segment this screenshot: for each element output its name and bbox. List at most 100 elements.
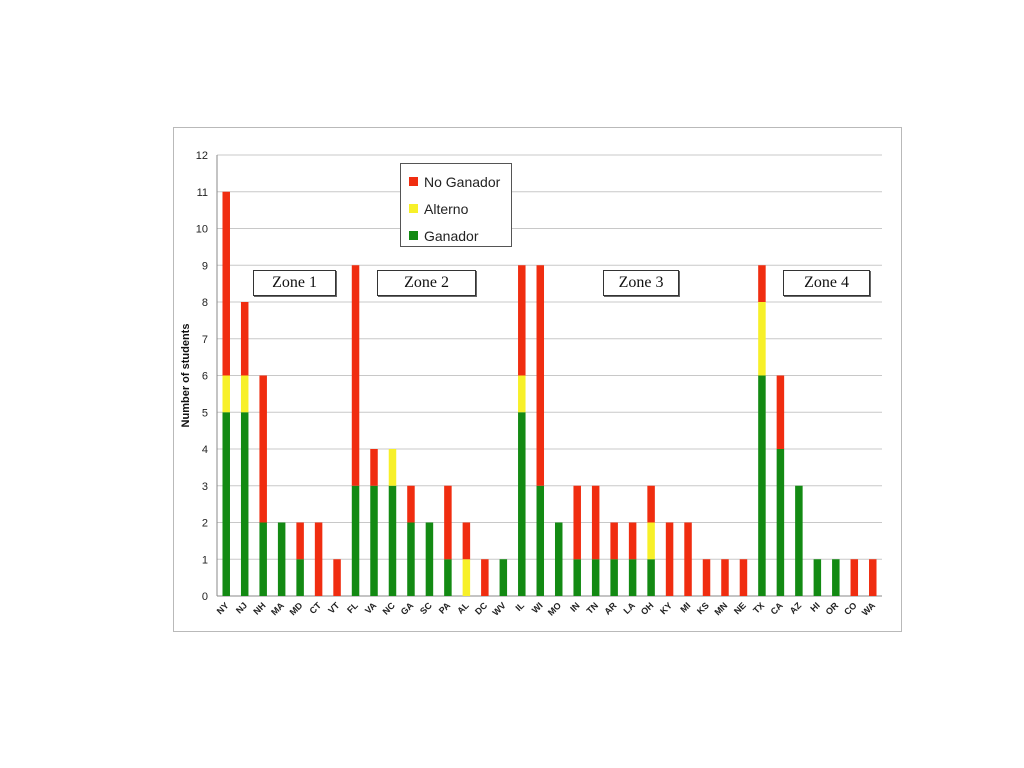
x-tick-label: WA (860, 600, 878, 618)
x-tick-label: IN (568, 600, 581, 613)
x-tick-label: CO (842, 600, 859, 617)
bar-segment-ganador (573, 559, 581, 596)
bar-segment-no-ganador (407, 485, 415, 523)
legend-swatch-ganador (409, 231, 418, 240)
x-tick-label: TN (585, 600, 601, 616)
bar-segment-no-ganador (259, 375, 267, 523)
x-tick-label: VT (326, 600, 342, 616)
bar-segment-no-ganador (610, 522, 618, 560)
bar-segment-ganador (628, 559, 637, 596)
bar-segment-no-ganador (665, 522, 674, 596)
y-tick-label: 6 (202, 371, 208, 383)
bar-segment-alterno (240, 375, 249, 413)
bar-segment-no-ganador (739, 559, 748, 596)
bar-segment-ganador (388, 485, 397, 596)
bar-segment-no-ganador (591, 485, 600, 560)
x-tick-label: CA (769, 600, 786, 617)
bar-segment-ganador (407, 522, 415, 596)
y-tick-label: 8 (202, 297, 208, 309)
bar-segment-no-ganador (573, 485, 581, 560)
legend-item-ganador: Ganador (409, 222, 511, 249)
bar-segment-ganador (518, 412, 526, 596)
bar-segment-no-ganador (776, 375, 785, 449)
bar-segment-ganador (240, 412, 249, 596)
y-tick-label: 1 (202, 554, 208, 566)
bar-segment-no-ganador (684, 522, 692, 596)
y-axis-title: Number of students (180, 324, 192, 428)
chart-frame: 0 1 2 3 4 5 6 7 8 9 10 11 12 Number of students NY NJ NH… (173, 127, 902, 632)
x-tick-label: KY (658, 600, 674, 616)
y-tick-label: 11 (197, 187, 208, 199)
legend-item-alterno: Alterno (409, 195, 511, 222)
y-tick-label: 4 (202, 444, 208, 456)
bar-segment-alterno (647, 522, 655, 560)
bar-segment-no-ganador (518, 265, 526, 376)
bar-segment-ganador (647, 559, 655, 596)
bar-segment-no-ganador (462, 522, 471, 560)
x-tick-label: HI (808, 600, 821, 613)
x-tick-label: MO (546, 600, 563, 617)
bar-segment-no-ganador (351, 265, 360, 486)
bar-segment-no-ganador (721, 559, 729, 596)
bar-segment-ganador (832, 559, 840, 596)
legend-label-alterno: Alterno (424, 200, 469, 217)
bar-segment-ganador (610, 559, 618, 596)
bar-segment-ganador (222, 412, 230, 596)
bar-segment-ganador (813, 559, 822, 596)
bar-segment-no-ganador (222, 191, 230, 376)
x-tick-label: NC (381, 600, 398, 617)
bar-segment-ganador (758, 375, 766, 596)
legend-item-no-ganador: No Ganador (409, 168, 511, 195)
x-tick-label: DC (473, 600, 490, 617)
bar-segment-ganador (425, 522, 434, 596)
y-tick-label: 9 (202, 260, 208, 272)
bar-segment-ganador (296, 559, 304, 596)
x-tick-label: MA (269, 600, 286, 617)
y-tick-label: 12 (196, 150, 208, 162)
bar-segment-ganador (351, 485, 360, 596)
y-tick-label: 0 (202, 591, 208, 603)
bar-segment-ganador (795, 485, 803, 596)
bar-segment-ganador (499, 559, 508, 596)
bar-segment-ganador (591, 559, 600, 596)
x-tick-label: PA (437, 600, 453, 616)
bar-segment-no-ganador (370, 449, 378, 486)
x-tick-label: AZ (788, 600, 804, 616)
x-tick-label: MD (288, 600, 305, 617)
x-tick-label: LA (621, 600, 637, 616)
x-tick-label: AR (602, 600, 619, 617)
y-tick-label: 10 (196, 224, 208, 236)
x-tick-label: NY (215, 600, 231, 616)
bar-segment-ganador (277, 522, 286, 596)
y-tick-label: 3 (202, 481, 208, 493)
x-tick-label: KS (695, 600, 711, 616)
bar-segment-no-ganador (296, 522, 304, 560)
bar-segment-ganador (444, 559, 452, 596)
zone-1-label: Zone 1 (253, 270, 336, 296)
x-tick-label: IL (513, 600, 526, 613)
legend-label-ganador: Ganador (424, 227, 479, 244)
y-tick-label: 2 (202, 518, 208, 530)
x-tick-label: FL (345, 600, 360, 615)
x-tick-label: WI (530, 600, 545, 615)
x-tick-label: MN (712, 600, 729, 617)
bar-segment-no-ganador (850, 559, 859, 596)
x-tick-label: SC (418, 600, 434, 616)
bar-segment-no-ganador (628, 522, 637, 560)
bar-segment-no-ganador (314, 522, 323, 596)
zone-4-label: Zone 4 (783, 270, 870, 296)
x-tick-label: WV (490, 600, 507, 617)
bar-segment-no-ganador (536, 265, 545, 486)
zone-3-label: Zone 3 (603, 270, 679, 296)
bar-segment-no-ganador (481, 559, 489, 596)
bar-segment-ganador (776, 449, 785, 596)
x-tick-label: VA (363, 600, 379, 616)
x-tick-label: CT (307, 600, 323, 616)
bar-segment-no-ganador (869, 559, 877, 596)
bar-segment-alterno (462, 559, 471, 596)
y-tick-label: 7 (202, 334, 208, 346)
bar-segment-ganador (259, 522, 267, 596)
bar-segment-alterno (388, 449, 397, 486)
chart-legend: No Ganador Alterno Ganador (400, 163, 512, 247)
